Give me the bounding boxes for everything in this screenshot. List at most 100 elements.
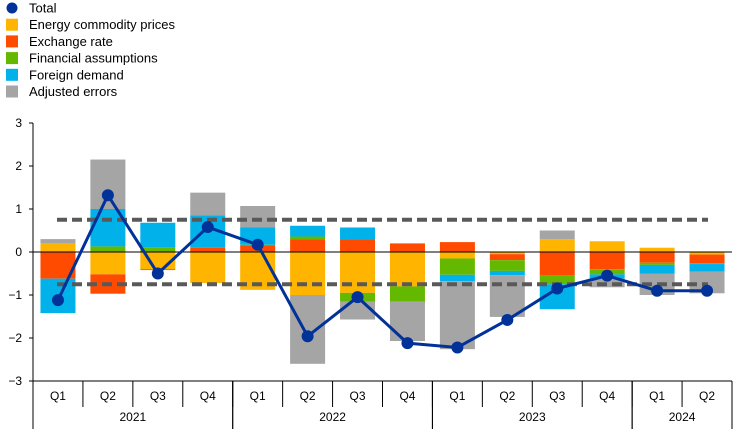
bar-segment-0-9 [489, 252, 525, 255]
bar-segment-0-12 [639, 247, 675, 252]
x-tick-label-0: Q1 [50, 389, 66, 403]
x-tick-label-10: Q3 [549, 389, 565, 403]
year-label-1: 2022 [319, 410, 346, 424]
bar-segment-4-3 [190, 192, 226, 216]
bar-segment-1-10 [539, 252, 575, 276]
total-point-0 [51, 294, 64, 307]
legend-marker-4 [6, 68, 18, 81]
bar-segment-1-6 [340, 239, 376, 252]
bar-segment-4-11 [589, 278, 625, 288]
bar-segment-0-6 [340, 252, 376, 293]
total-point-1 [101, 189, 114, 202]
bar-segment-0-5 [290, 252, 326, 295]
bar-segment-4-6 [340, 301, 376, 320]
legend-label-4: Foreign demand [29, 67, 124, 82]
bar-segment-0-7 [389, 252, 425, 287]
bar-segment-3-12 [639, 264, 675, 274]
legend-label-2: Exchange rate [29, 34, 113, 49]
bar-segment-1-9 [489, 254, 525, 261]
bar-segment-3-8 [439, 274, 475, 282]
bar-segment-4-8 [439, 281, 475, 350]
bar-segment-4-4 [240, 205, 276, 228]
bar-segment-1-8 [439, 242, 475, 252]
x-tick-label-4: Q1 [250, 389, 266, 403]
bar-segment-0-11 [589, 241, 625, 252]
x-tick-label-13: Q2 [699, 389, 715, 403]
bar-segment-2-12 [639, 262, 675, 265]
total-point-8 [451, 341, 464, 354]
y-tick-label-2: 1 [15, 202, 22, 216]
bar-segment-2-7 [389, 286, 425, 302]
x-tick-label-5: Q2 [300, 389, 316, 403]
bar-segment-2-13 [689, 263, 725, 265]
bar-segment-4-7 [389, 301, 425, 342]
year-label-2: 2023 [519, 410, 546, 424]
x-tick-label-3: Q4 [200, 389, 216, 403]
total-point-11 [601, 269, 614, 282]
uncertainty-bands [57, 217, 708, 287]
x-tick-label-7: Q4 [399, 389, 415, 403]
bar-segment-4-0 [40, 239, 76, 244]
total-point-13 [701, 284, 714, 297]
x-tick-label-12: Q1 [649, 389, 665, 403]
x-tick-label-9: Q2 [499, 389, 515, 403]
bar-segment-1-11 [589, 252, 625, 270]
legend-marker-0 [6, 2, 18, 14]
bar-segment-1-13 [689, 254, 725, 264]
bar-segment-1-3 [190, 247, 226, 252]
bar-segment-2-2 [140, 247, 176, 252]
total-point-3 [201, 221, 214, 234]
bar-segment-0-8 [439, 252, 475, 259]
bar-segment-3-2 [140, 222, 176, 248]
bar-segment-0-3 [190, 252, 226, 283]
bar-segment-2-10 [539, 275, 575, 285]
bar-segment-3-9 [489, 270, 525, 276]
y-tick-label-4: −1 [8, 288, 22, 302]
legend-marker-5 [6, 85, 18, 98]
x-tick-label-2: Q3 [150, 389, 166, 403]
bar-segment-3-6 [340, 227, 376, 240]
bar-segment-3-13 [689, 264, 725, 272]
bar-segment-4-10 [539, 230, 575, 240]
y-tick-label-1: 2 [15, 159, 22, 173]
bar-segment-2-8 [439, 258, 475, 275]
total-series-line [56, 192, 708, 349]
bar-segment-0-10 [539, 239, 575, 252]
total-point-7 [401, 337, 414, 350]
x-tick-label-6: Q3 [350, 389, 366, 403]
bar-segment-3-5 [290, 225, 326, 237]
bar-segment-1-12 [639, 252, 675, 263]
bar-segment-2-9 [489, 260, 525, 271]
bar-segment-4-9 [489, 275, 525, 317]
total-line [51, 189, 714, 354]
legend-label-3: Financial assumptions [29, 51, 158, 66]
bar-segment-4-5 [290, 295, 326, 364]
total-point-9 [501, 313, 514, 326]
legend-label-0: Total [29, 1, 57, 16]
legend-marker-3 [6, 52, 18, 65]
year-label-0: 2021 [120, 410, 147, 424]
bar-segment-1-7 [389, 243, 425, 252]
total-point-6 [351, 291, 364, 304]
y-tick-label-5: −2 [8, 331, 22, 345]
bar-segment-0-13 [689, 252, 725, 255]
x-tick-label-8: Q1 [449, 389, 465, 403]
x-tick-label-11: Q4 [599, 389, 615, 403]
y-tick-label-3: 0 [15, 245, 22, 259]
total-point-4 [251, 238, 264, 251]
bar-segment-1-5 [290, 239, 326, 252]
total-point-10 [551, 282, 564, 295]
bar-segment-2-1 [90, 246, 126, 252]
year-label-3: 2024 [669, 410, 696, 424]
legend-label-1: Energy commodity prices [29, 17, 175, 32]
legend-label-5: Adjusted errors [29, 84, 118, 99]
total-point-5 [301, 330, 314, 343]
x-tick-label-1: Q2 [100, 389, 116, 403]
y-tick-label-0: 3 [15, 116, 22, 130]
bar-segment-4-1 [90, 159, 126, 209]
legend-marker-2 [6, 35, 18, 48]
stacked-bars [40, 159, 725, 364]
